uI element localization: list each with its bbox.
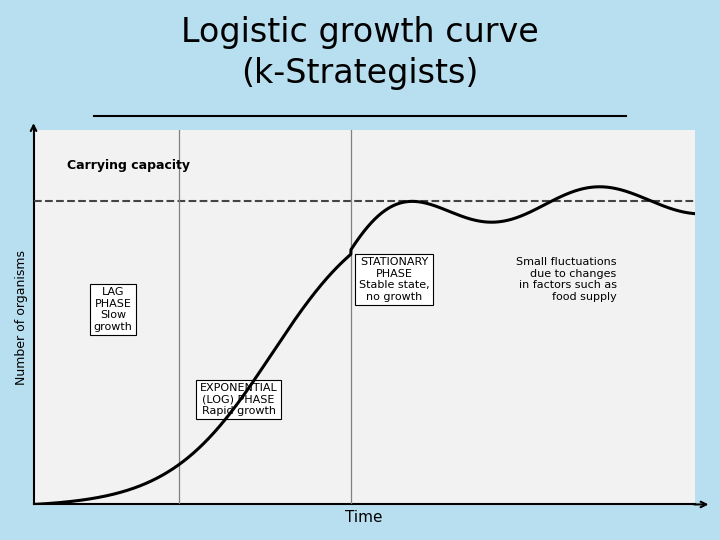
Text: Carrying capacity: Carrying capacity [67,159,189,172]
Y-axis label: Number of organisms: Number of organisms [15,249,28,384]
Text: LAG
PHASE
Slow
growth: LAG PHASE Slow growth [94,287,132,332]
Text: Small fluctuations
due to changes
in factors such as
food supply: Small fluctuations due to changes in fac… [516,257,617,302]
Text: EXPONENTIAL
(LOG) PHASE
Rapid growth: EXPONENTIAL (LOG) PHASE Rapid growth [199,383,277,416]
Text: Logistic growth curve
(k-Strategists): Logistic growth curve (k-Strategists) [181,16,539,90]
X-axis label: Time: Time [346,510,383,525]
Text: STATIONARY
PHASE
Stable state,
no growth: STATIONARY PHASE Stable state, no growth [359,257,429,302]
